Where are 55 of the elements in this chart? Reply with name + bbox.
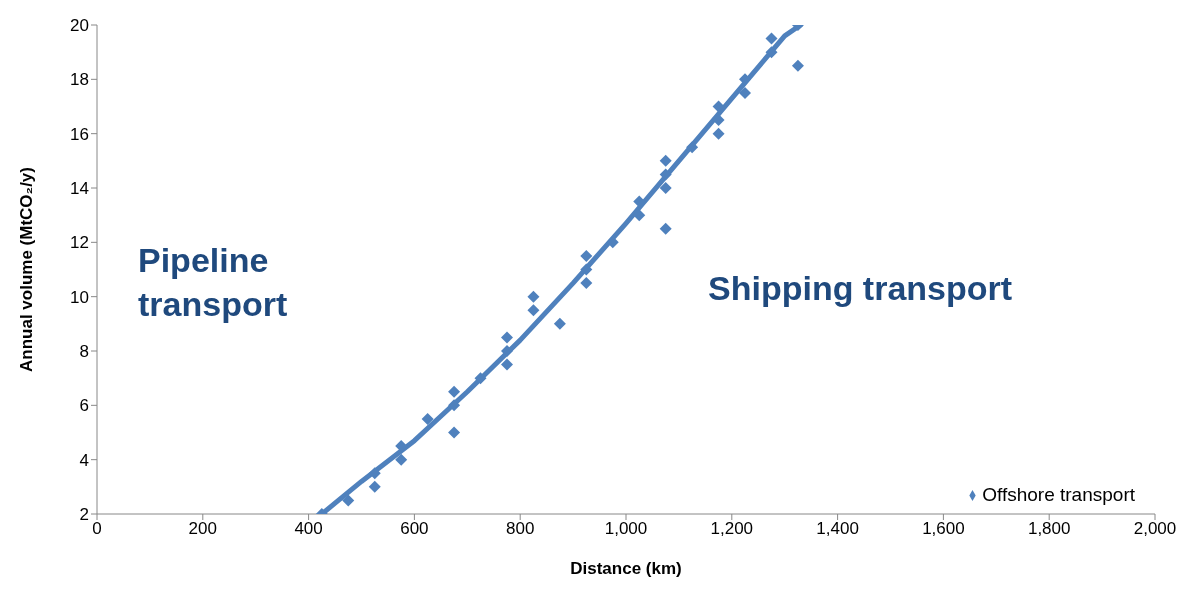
- x-tick-label: 400: [294, 519, 323, 539]
- point: [448, 385, 461, 398]
- y-tick-label: 16: [70, 124, 89, 144]
- point: [448, 399, 461, 412]
- point: [368, 480, 381, 493]
- x-tick-label: 0: [92, 519, 102, 539]
- y-tick-label: 18: [70, 70, 89, 90]
- legend-label: Offshore transport: [982, 484, 1135, 505]
- x-tick-label: 2,000: [1133, 519, 1177, 539]
- point: [633, 209, 646, 222]
- point: [659, 168, 672, 181]
- point: [659, 222, 672, 235]
- x-tick-label: 1,600: [922, 519, 965, 539]
- point: [686, 141, 699, 154]
- annotation: Shipping transport: [708, 268, 1013, 309]
- x-tick-label: 1,200: [710, 519, 754, 539]
- y-tick-label: 4: [79, 450, 89, 470]
- point: [474, 372, 487, 385]
- x-tick-label: 1,800: [1027, 519, 1071, 539]
- y-tick-label: 8: [79, 342, 89, 362]
- y-tick-label: 12: [70, 233, 89, 253]
- point: [500, 345, 513, 357]
- annotation: Pipeline transport: [138, 240, 288, 325]
- point: [765, 46, 778, 59]
- point: [448, 426, 461, 439]
- y-tick-label: 6: [79, 396, 89, 416]
- x-axis-title: Distance (km): [570, 559, 682, 578]
- point: [500, 331, 513, 344]
- y-tick-label: 2: [79, 505, 89, 525]
- point: [342, 494, 355, 507]
- y-axis-title: Annual volume (MtCO₂/y): [17, 167, 37, 372]
- point: [395, 453, 408, 466]
- point: [527, 290, 540, 303]
- y-tick-label: 20: [70, 16, 89, 36]
- y-tick-label: 10: [70, 287, 89, 307]
- point: [500, 358, 513, 371]
- point: [791, 59, 804, 72]
- x-tick-label: 600: [400, 519, 429, 539]
- point: [580, 263, 593, 276]
- point: [659, 154, 672, 167]
- x-tick-label: 1,400: [816, 519, 859, 539]
- point: [659, 182, 672, 194]
- point: [580, 277, 593, 290]
- point: [765, 32, 778, 45]
- point: [421, 412, 434, 425]
- x-tick-label: 800: [506, 519, 535, 539]
- point: [712, 127, 725, 140]
- x-tick-label: 200: [188, 519, 217, 539]
- y-tick-label: 14: [70, 179, 89, 199]
- point: [580, 249, 593, 262]
- point: [553, 317, 566, 330]
- point: [368, 467, 381, 480]
- point: [527, 304, 540, 317]
- x-tick-label: 1,000: [604, 519, 648, 539]
- point: [739, 86, 752, 99]
